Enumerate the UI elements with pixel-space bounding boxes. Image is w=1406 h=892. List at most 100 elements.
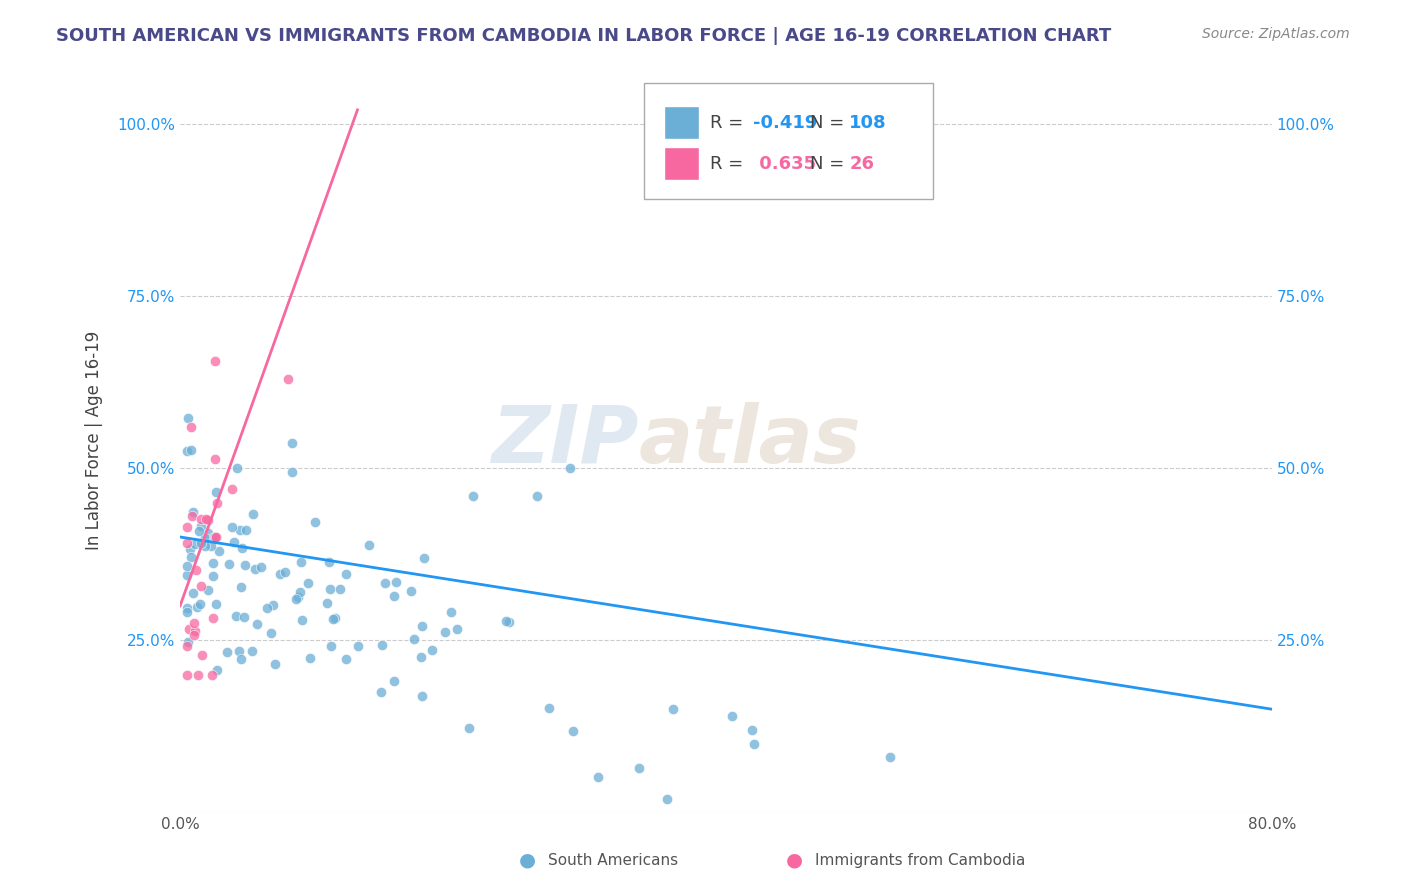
- Point: [180, 443, 202, 458]
- Point: [273, 565, 295, 579]
- Point: [233, 558, 256, 572]
- Point: [179, 622, 201, 636]
- Point: [290, 555, 312, 569]
- Point: [221, 520, 243, 534]
- Point: [335, 651, 357, 665]
- Point: [180, 420, 202, 434]
- Point: [655, 791, 678, 805]
- Point: [537, 701, 560, 715]
- Point: [316, 596, 339, 610]
- Point: [269, 567, 291, 582]
- Point: [879, 750, 901, 764]
- Point: [233, 609, 256, 624]
- Point: [225, 609, 247, 624]
- Point: [290, 585, 312, 599]
- Point: [208, 544, 231, 558]
- Point: [382, 589, 405, 603]
- Text: SOUTH AMERICAN VS IMMIGRANTS FROM CAMBODIA IN LABOR FORCE | AGE 16-19 CORRELATIO: SOUTH AMERICAN VS IMMIGRANTS FROM CAMBOD…: [56, 27, 1112, 45]
- Point: [222, 535, 245, 549]
- Text: Source: ZipAtlas.com: Source: ZipAtlas.com: [1202, 27, 1350, 41]
- Point: [264, 657, 287, 671]
- Point: [370, 638, 392, 652]
- Point: [204, 485, 226, 500]
- Point: [281, 466, 304, 480]
- Point: [179, 542, 201, 557]
- Text: -0.419: -0.419: [754, 114, 818, 132]
- Text: ZIP: ZIP: [491, 401, 638, 480]
- Text: Immigrants from Cambodia: Immigrants from Cambodia: [815, 854, 1026, 868]
- Point: [404, 632, 426, 646]
- Point: [194, 540, 217, 554]
- Point: [382, 673, 405, 688]
- Point: [176, 639, 198, 653]
- Point: [187, 524, 209, 539]
- Point: [231, 652, 253, 666]
- Point: [240, 644, 263, 658]
- Point: [628, 761, 651, 775]
- Point: [411, 619, 433, 633]
- Point: [323, 611, 346, 625]
- Point: [201, 611, 224, 625]
- Point: [176, 558, 198, 573]
- Point: [183, 628, 205, 642]
- Text: R =: R =: [710, 114, 748, 132]
- Point: [201, 556, 224, 570]
- Point: [225, 461, 247, 475]
- Point: [197, 513, 219, 527]
- Point: [205, 496, 228, 510]
- Point: [322, 612, 344, 626]
- Point: [215, 645, 238, 659]
- Point: [184, 563, 207, 577]
- Point: [318, 582, 340, 597]
- Point: [399, 583, 422, 598]
- Point: [280, 436, 302, 450]
- Point: [285, 591, 308, 606]
- Text: atlas: atlas: [638, 401, 862, 480]
- Point: [176, 443, 198, 458]
- Point: [176, 536, 198, 550]
- Point: [176, 667, 198, 681]
- Point: [495, 614, 517, 628]
- Point: [291, 613, 314, 627]
- Text: ●: ●: [786, 850, 803, 869]
- Point: [180, 549, 202, 564]
- Point: [319, 640, 342, 654]
- Point: [235, 524, 257, 538]
- Point: [411, 689, 433, 703]
- Text: N =: N =: [810, 154, 851, 173]
- Point: [461, 489, 484, 503]
- Point: [384, 574, 406, 589]
- Point: [297, 575, 319, 590]
- FancyBboxPatch shape: [664, 147, 699, 180]
- Text: 108: 108: [849, 114, 887, 132]
- Point: [318, 556, 340, 570]
- Point: [176, 605, 198, 619]
- Point: [205, 597, 228, 611]
- Point: [229, 580, 252, 594]
- Point: [194, 531, 217, 545]
- FancyBboxPatch shape: [664, 106, 699, 139]
- Point: [558, 461, 581, 475]
- Point: [231, 541, 253, 555]
- Text: R =: R =: [710, 154, 748, 173]
- Point: [204, 354, 226, 368]
- Point: [526, 489, 548, 503]
- Point: [446, 623, 468, 637]
- Point: [742, 737, 765, 751]
- Point: [200, 667, 222, 681]
- Point: [204, 530, 226, 544]
- Point: [586, 770, 609, 784]
- Point: [662, 702, 685, 716]
- Point: [202, 569, 225, 583]
- FancyBboxPatch shape: [644, 83, 934, 199]
- Point: [197, 583, 219, 598]
- Point: [298, 651, 321, 665]
- Point: [243, 562, 266, 576]
- Point: [181, 505, 204, 519]
- Text: N =: N =: [810, 114, 851, 132]
- Point: [191, 648, 214, 662]
- Point: [277, 371, 299, 385]
- Point: [180, 508, 202, 523]
- Point: [183, 616, 205, 631]
- Point: [190, 519, 212, 533]
